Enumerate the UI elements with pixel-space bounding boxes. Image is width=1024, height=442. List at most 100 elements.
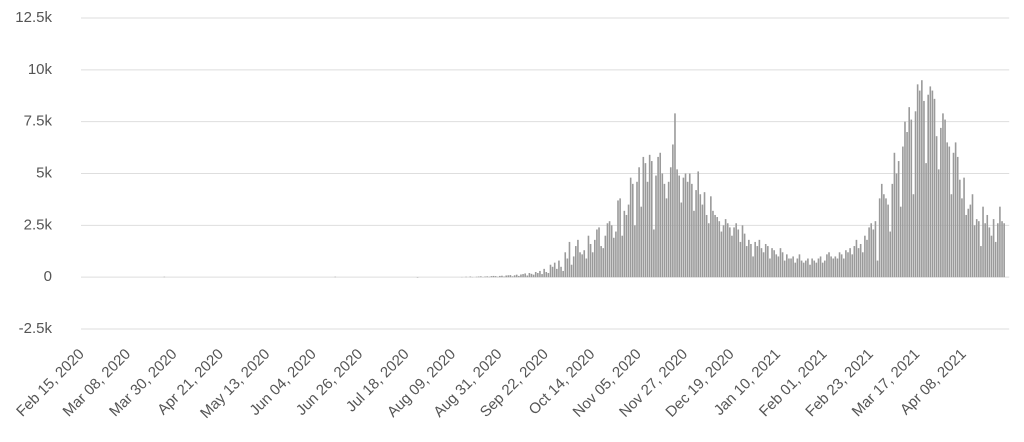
bar xyxy=(836,258,839,278)
bar xyxy=(783,260,786,278)
bar xyxy=(823,260,826,278)
bar xyxy=(777,256,780,278)
bar xyxy=(899,206,902,278)
bar xyxy=(891,183,894,278)
bar xyxy=(646,181,649,278)
bar xyxy=(767,246,769,278)
bar xyxy=(726,223,729,278)
bar xyxy=(484,276,486,278)
bar xyxy=(509,275,512,278)
bar xyxy=(480,276,482,278)
bar xyxy=(691,183,693,278)
bar xyxy=(612,237,615,278)
bar xyxy=(505,275,507,278)
bar xyxy=(1001,221,1003,278)
bar xyxy=(887,204,889,278)
bar xyxy=(703,192,706,278)
bar xyxy=(615,231,617,278)
bar xyxy=(857,248,860,278)
bar xyxy=(748,239,750,278)
bar xyxy=(477,276,480,278)
bar xyxy=(644,163,647,278)
bar xyxy=(811,258,813,278)
bar xyxy=(828,252,830,278)
bar xyxy=(665,198,668,278)
bar xyxy=(800,260,803,278)
bar xyxy=(558,260,560,278)
bar xyxy=(634,225,636,278)
bar xyxy=(883,194,885,278)
bar xyxy=(672,144,674,278)
bar xyxy=(511,276,514,278)
bar xyxy=(868,227,870,278)
bar xyxy=(950,194,953,278)
bar xyxy=(619,198,621,278)
bar xyxy=(524,273,526,278)
bar xyxy=(577,239,579,278)
bar xyxy=(973,225,976,278)
bar xyxy=(507,275,510,278)
bar xyxy=(994,241,997,278)
bar xyxy=(817,258,820,278)
bar xyxy=(499,275,501,278)
bar xyxy=(992,219,995,278)
bar xyxy=(760,248,763,278)
bar xyxy=(826,254,828,278)
bar xyxy=(870,223,873,278)
bar xyxy=(688,173,691,278)
bar xyxy=(707,223,710,278)
bar xyxy=(834,256,837,278)
y-tick-label: 10k xyxy=(28,61,53,78)
bar xyxy=(579,252,581,278)
bar xyxy=(910,119,913,278)
bar xyxy=(678,175,680,278)
bar xyxy=(851,254,854,278)
bar xyxy=(693,210,695,278)
bar xyxy=(809,264,811,278)
bar xyxy=(680,202,683,278)
bar xyxy=(895,173,898,278)
bar xyxy=(486,276,488,278)
bar xyxy=(741,225,744,278)
bar xyxy=(794,262,797,278)
bar xyxy=(798,254,801,278)
bar xyxy=(880,183,883,278)
bar xyxy=(948,146,951,278)
bar xyxy=(642,156,645,278)
bar xyxy=(838,252,841,278)
bar xyxy=(513,275,516,278)
bar xyxy=(942,113,944,278)
bar xyxy=(724,219,727,278)
bar xyxy=(667,181,670,278)
bar xyxy=(492,275,495,278)
bar xyxy=(537,273,539,278)
bar xyxy=(739,241,742,278)
bar xyxy=(551,266,554,278)
bar xyxy=(585,258,588,278)
bar xyxy=(564,252,567,278)
bar xyxy=(878,198,881,278)
bar xyxy=(655,175,657,278)
bar xyxy=(650,161,653,278)
y-tick-label: 7.5k xyxy=(24,113,53,130)
bar xyxy=(501,275,503,278)
y-tick-label: 2.5k xyxy=(24,216,53,233)
bar xyxy=(534,271,537,278)
y-tick-label: -2.5k xyxy=(19,320,53,337)
bar xyxy=(918,90,921,278)
bar xyxy=(988,227,991,278)
bar xyxy=(990,235,993,278)
bar xyxy=(959,179,961,278)
bar xyxy=(539,270,541,278)
bar xyxy=(659,152,662,278)
y-tick-label: 5k xyxy=(36,164,52,181)
bar xyxy=(849,248,851,278)
bar xyxy=(847,252,849,278)
bar xyxy=(752,256,754,278)
bar xyxy=(627,204,630,278)
bar xyxy=(786,254,788,278)
bar xyxy=(832,258,835,278)
bar xyxy=(676,169,678,278)
bar xyxy=(984,223,986,278)
